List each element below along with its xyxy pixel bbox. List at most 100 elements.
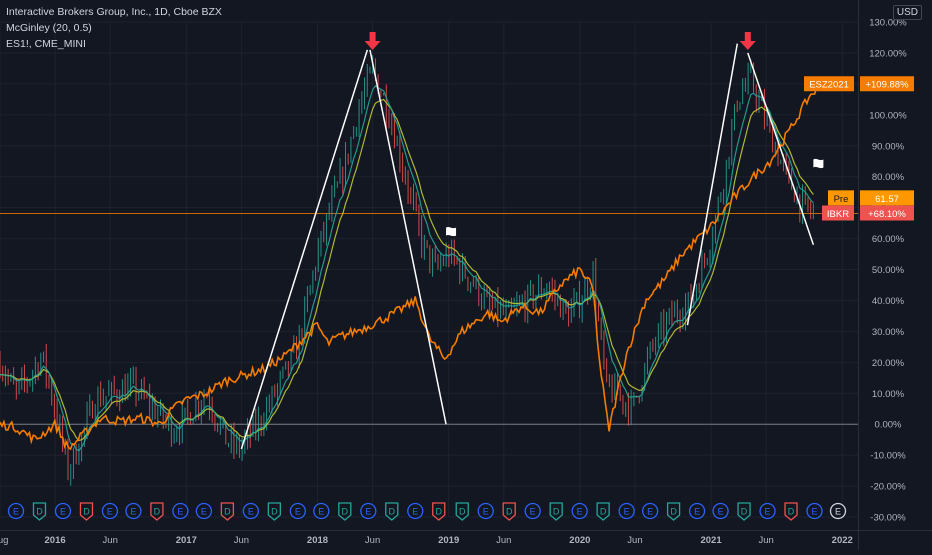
event-marker-label: E (13, 507, 19, 517)
event-marker-label: D (83, 507, 90, 517)
event-marker-label: D (506, 507, 513, 517)
event-marker-label: E (483, 507, 489, 517)
pre-badge-label-bg (828, 190, 854, 206)
event-marker-label: D (788, 507, 795, 517)
earnings-event-icon (195, 502, 213, 520)
event-marker-label: E (177, 507, 183, 517)
earnings-event-icon (806, 502, 823, 520)
event-marker-label: E (201, 507, 207, 517)
x-tick-label: 2020 (569, 535, 590, 546)
y-tick-label: 40.00% (872, 296, 905, 307)
es-badge-label-bg (804, 76, 854, 92)
event-marker-label: E (530, 507, 536, 517)
x-tick-label: 2021 (700, 535, 722, 546)
event-marker-label: D (600, 507, 607, 517)
flag-icon (446, 226, 457, 239)
x-tick-label: Jun (365, 535, 380, 546)
earnings-event-icon (829, 502, 847, 520)
earnings-event-icon (101, 502, 119, 520)
y-tick-label: 30.00% (872, 327, 905, 338)
y-tick-label: 60.00% (872, 234, 905, 245)
earnings-event-icon (477, 502, 494, 520)
es-badge-value: +109.88% (865, 80, 909, 91)
trend-line (747, 52, 815, 245)
x-tick-label: 2019 (438, 535, 459, 546)
event-marker-label: D (271, 507, 278, 517)
event-marker-label: D (154, 507, 161, 517)
event-marker-label: E (647, 507, 653, 517)
y-tick-label: 10.00% (872, 389, 905, 400)
earnings-event-icon (125, 502, 142, 520)
earnings-event-icon (172, 502, 189, 520)
trend-line (240, 49, 369, 450)
dividend-event-icon (737, 502, 751, 521)
y-tick-label: 120.00% (869, 48, 907, 59)
es-badge-value-bg (860, 76, 914, 92)
dividend-event-icon (385, 502, 399, 521)
x-tick-label: 2016 (45, 535, 66, 546)
event-marker-label: E (812, 507, 818, 517)
flag-icon (813, 158, 824, 171)
x-tick-label: 2017 (176, 535, 197, 546)
es-badge-label: ESZ2021 (809, 80, 849, 91)
x-tick-label: Jun (627, 535, 642, 546)
event-marker-label: D (553, 507, 560, 517)
chart-legend: Interactive Brokers Group, Inc., 1D, Cbo… (6, 4, 222, 52)
dividend-event-icon (150, 502, 164, 521)
event-marker-label: E (130, 507, 136, 517)
down-arrow-icon (739, 32, 756, 50)
event-marker-label: D (342, 507, 349, 517)
legend-compare[interactable]: ES1!, CME_MINI (6, 38, 86, 50)
dividend-event-icon (455, 502, 469, 521)
x-tick-label: Jun (759, 535, 774, 546)
x-tick-label: Jun (234, 535, 249, 546)
earnings-event-icon (360, 502, 377, 520)
earnings-event-icon (688, 502, 706, 520)
earnings-event-icon (313, 502, 330, 520)
y-tick-label: 80.00% (872, 172, 905, 183)
event-marker-label: D (670, 507, 677, 517)
event-marker-label: D (435, 507, 442, 517)
mcginley-line-2 (0, 98, 814, 442)
event-marker-label: D (459, 507, 466, 517)
earnings-event-icon (7, 502, 25, 520)
y-tick-label: 130.00% (869, 18, 907, 29)
pre-badge-label: Pre (834, 194, 849, 205)
legend-symbol[interactable]: Interactive Brokers Group, Inc., 1D, Cbo… (6, 6, 222, 18)
dividend-event-icon (666, 502, 681, 521)
earnings-event-icon (618, 502, 635, 520)
currency-label[interactable]: USD (892, 5, 922, 20)
trend-line (369, 49, 447, 425)
dividend-event-icon (502, 502, 516, 521)
event-marker-label: E (248, 507, 254, 517)
y-tick-label: 20.00% (872, 358, 905, 369)
dividend-event-icon (79, 502, 94, 521)
event-marker-label: E (718, 507, 724, 517)
earnings-event-icon (242, 502, 260, 520)
event-marker-label: E (412, 507, 418, 517)
legend-indicator[interactable]: McGinley (20, 0.5) (6, 22, 92, 34)
es-line (0, 84, 824, 451)
dividend-event-icon (596, 502, 610, 521)
dividend-event-icon (549, 502, 563, 521)
earnings-event-icon (289, 502, 306, 520)
dividend-event-icon (220, 502, 235, 521)
event-marker-label: E (295, 507, 301, 517)
event-marker-label: D (389, 507, 396, 517)
y-tick-label: 0.00% (875, 420, 902, 431)
y-tick-label: -30.00% (870, 513, 906, 524)
y-tick-label: -10.00% (870, 451, 906, 462)
earnings-event-icon (407, 502, 424, 520)
event-marker-label: E (577, 507, 583, 517)
event-marker-label: E (694, 507, 700, 517)
event-marker-label: D (36, 507, 43, 517)
event-marker-label: D (224, 507, 231, 517)
event-marker-label: E (624, 507, 630, 517)
earnings-event-icon (54, 502, 72, 520)
event-marker-label: E (765, 507, 771, 517)
earnings-event-icon (641, 502, 659, 520)
x-tick-label: Aug (0, 535, 8, 546)
event-marker-label: E (365, 507, 371, 517)
